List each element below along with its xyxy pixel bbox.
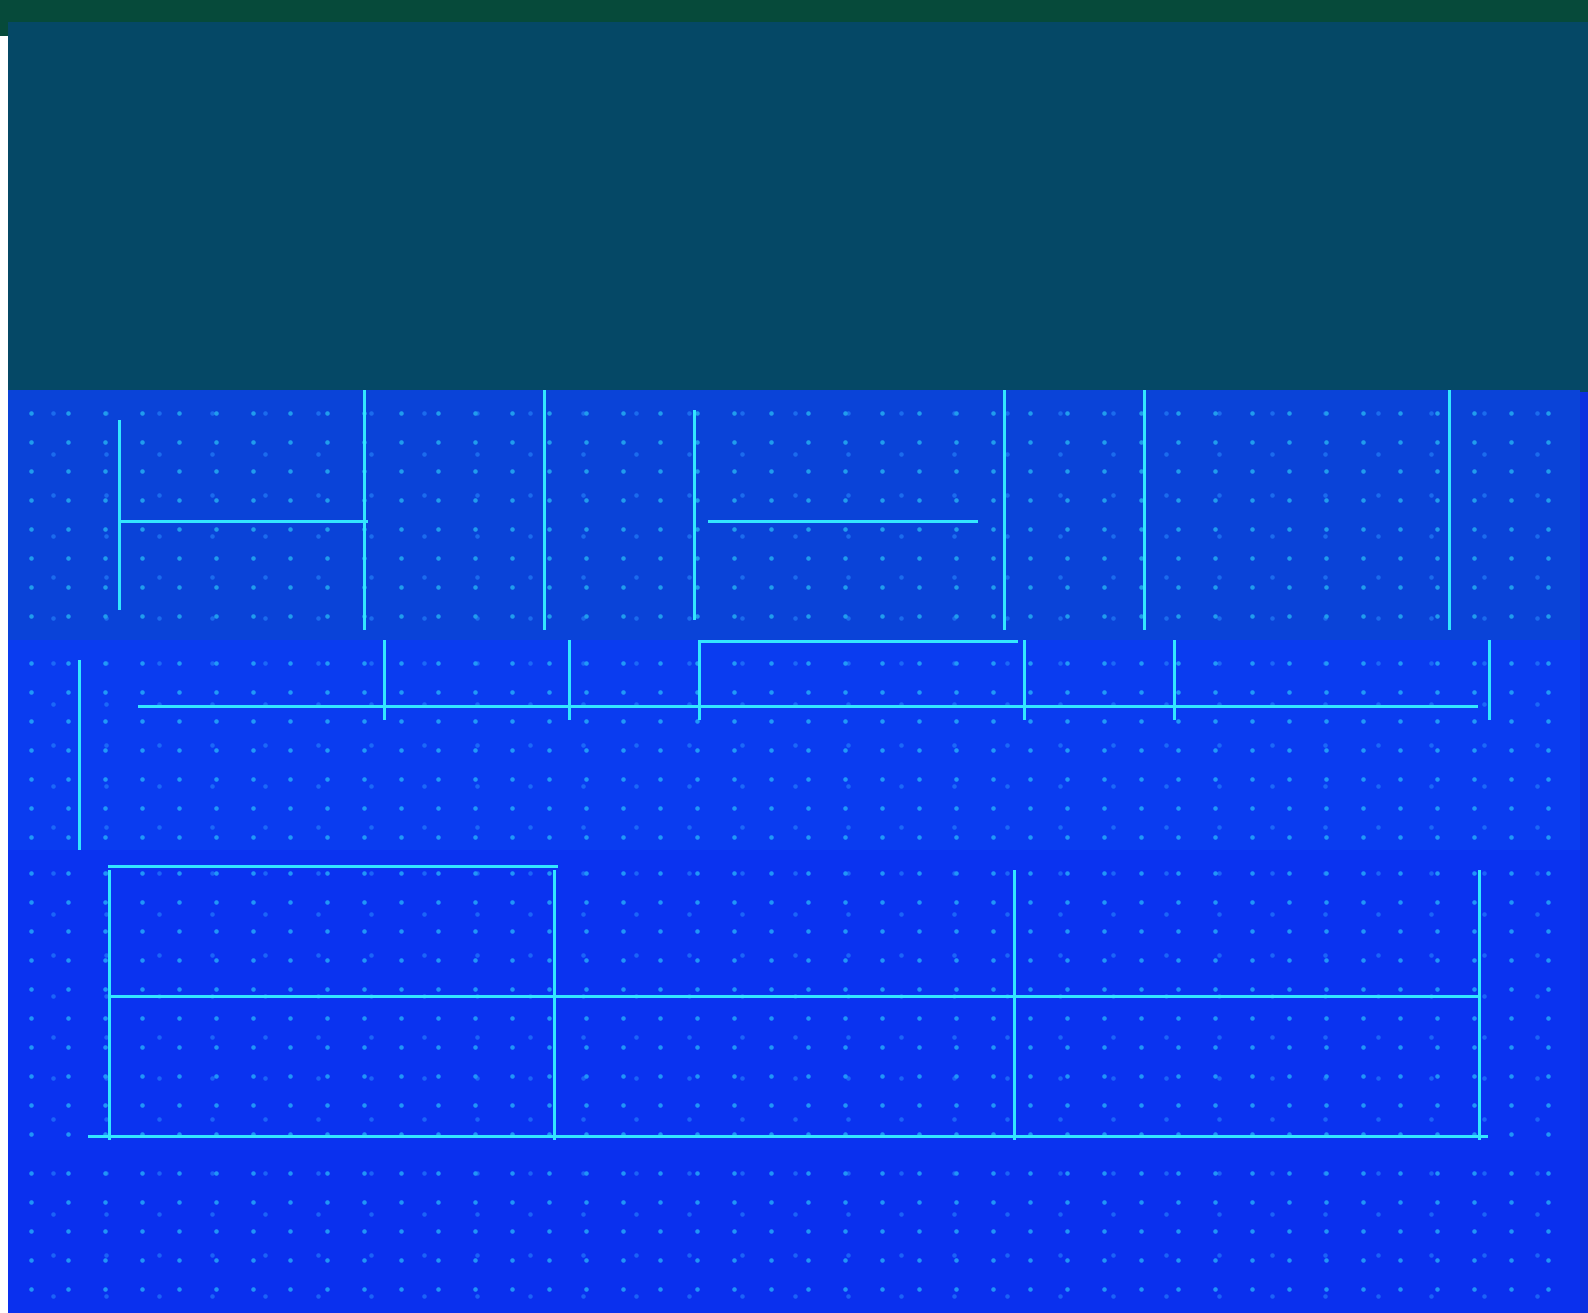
- cell-divider: [78, 660, 81, 850]
- header-banner: [8, 22, 1588, 392]
- cell-divider: [108, 870, 111, 1140]
- cell-divider: [543, 390, 546, 630]
- cell-divider: [1478, 870, 1481, 1140]
- cell-underline: [118, 520, 368, 523]
- cell-divider: [1488, 640, 1491, 720]
- cell-divider: [1013, 870, 1016, 1140]
- cell-divider: [118, 420, 121, 610]
- cell-divider: [1143, 390, 1146, 630]
- cell-underline: [708, 520, 978, 523]
- cell-divider: [363, 390, 366, 630]
- cell-divider: [698, 640, 701, 720]
- cell-divider: [553, 870, 556, 1140]
- pixel-noise: [8, 640, 1580, 850]
- cell-divider: [1448, 390, 1451, 630]
- table-row[interactable]: [8, 1150, 1580, 1313]
- pixel-noise: [8, 850, 1580, 1150]
- left-edge: [0, 0, 8, 1313]
- pixel-noise: [8, 390, 1580, 640]
- row-underline: [88, 1135, 1488, 1138]
- table-row[interactable]: [8, 850, 1580, 1150]
- cell-overline: [698, 640, 1018, 643]
- table-row[interactable]: [8, 640, 1580, 850]
- row-underline: [138, 705, 1478, 708]
- cell-divider: [693, 410, 696, 620]
- cell-overline: [108, 865, 558, 868]
- cell-midline: [108, 995, 1478, 998]
- table-row[interactable]: [8, 390, 1580, 640]
- cell-divider: [1173, 640, 1176, 720]
- cell-divider: [568, 640, 571, 720]
- cell-divider: [1023, 640, 1026, 720]
- pixel-noise: [8, 1150, 1580, 1313]
- cell-divider: [383, 640, 386, 720]
- cell-divider: [1003, 390, 1006, 630]
